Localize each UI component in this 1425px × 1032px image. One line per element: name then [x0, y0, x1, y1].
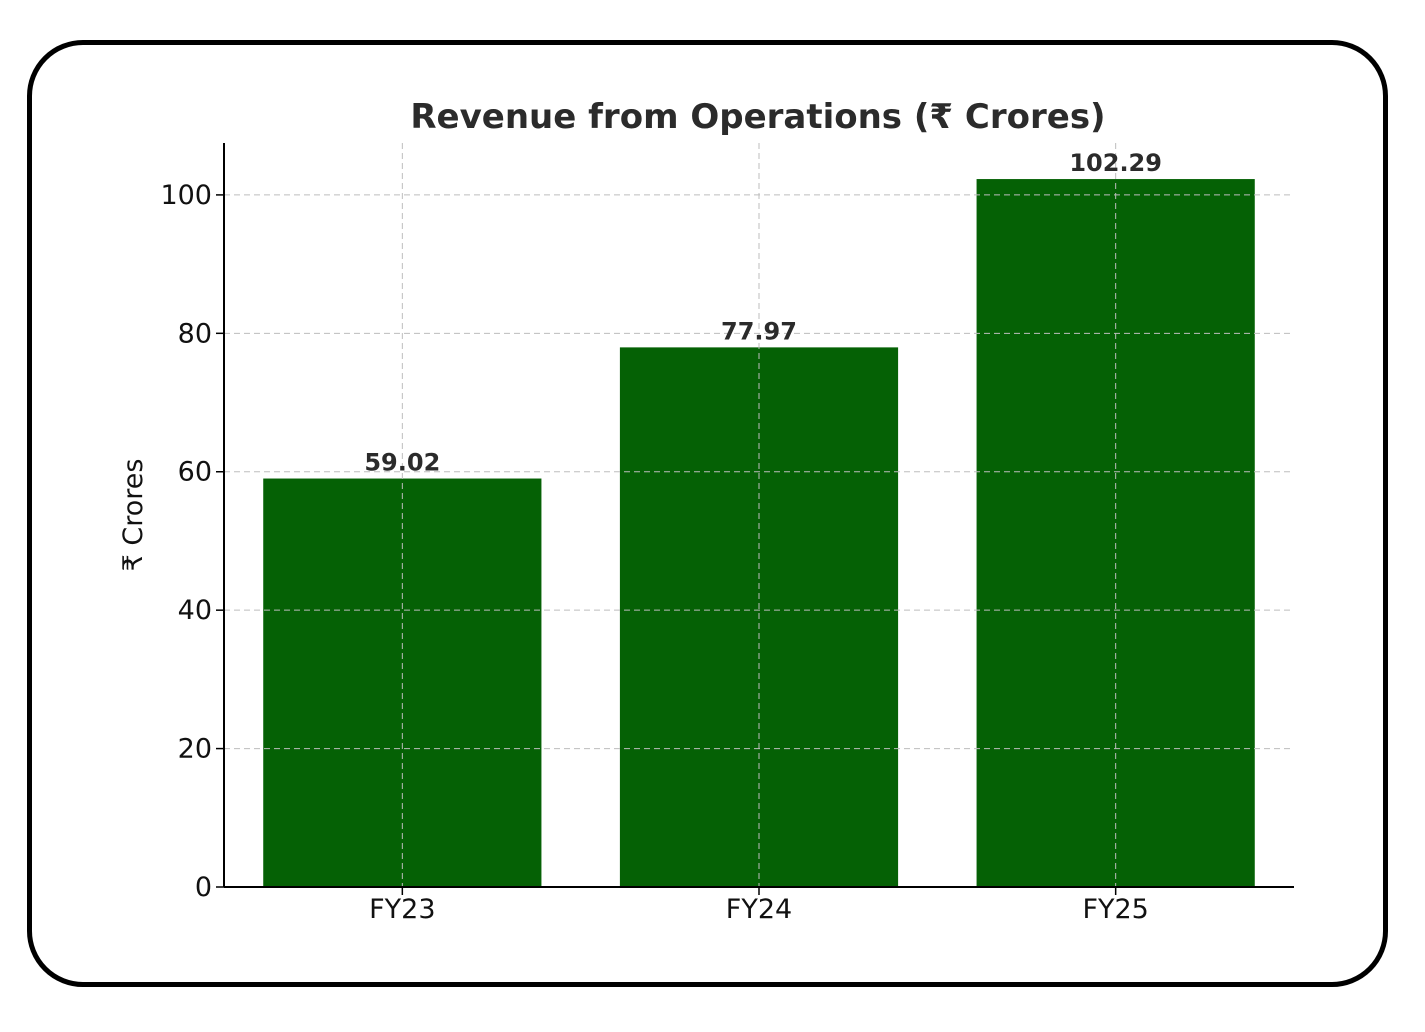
y-tick-label-80: 80: [178, 318, 212, 349]
y-axis-label: ₹ Crores: [118, 459, 149, 572]
x-tick-label-fy25: FY25: [1082, 894, 1148, 925]
x-tick-label-fy24: FY24: [726, 894, 792, 925]
data-label-fy25: 102.29: [1069, 149, 1162, 177]
x-tick-label-fy23: FY23: [369, 894, 435, 925]
y-tick-label-0: 0: [195, 872, 212, 903]
y-tick-label-20: 20: [178, 734, 212, 765]
y-tick-label-40: 40: [178, 595, 212, 626]
data-label-fy24: 77.97: [721, 317, 797, 345]
data-label-fy23: 59.02: [364, 449, 440, 477]
chart-title: Revenue from Operations (₹ Crores): [410, 97, 1105, 137]
y-tick-label-100: 100: [160, 180, 212, 211]
y-tick-label-60: 60: [178, 457, 212, 488]
plot-area: 0 20 40 60 80 100 FY23 FY24 FY25 59.02 77.97 102.29: [160, 143, 1294, 925]
